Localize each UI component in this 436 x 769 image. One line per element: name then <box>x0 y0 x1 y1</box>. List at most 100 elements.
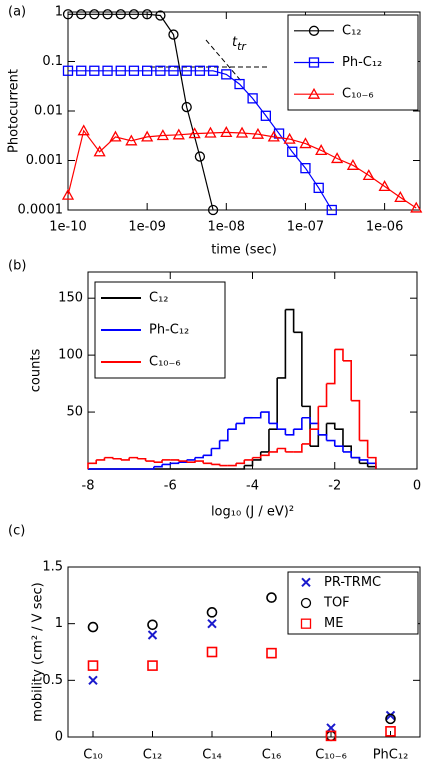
y-tick-label: 1 <box>55 616 63 631</box>
x-tick-label: -2 <box>328 479 341 494</box>
histogram-step <box>310 434 320 448</box>
x-tick-label: 1e-07 <box>287 220 325 235</box>
marker <box>88 675 98 686</box>
marker <box>76 9 87 20</box>
marker <box>287 146 298 157</box>
histogram-step <box>244 459 254 467</box>
legend-label: C₁₂ <box>342 23 362 38</box>
histogram-step <box>277 447 287 452</box>
panel-label: (c) <box>8 524 25 539</box>
legend-box <box>287 571 419 635</box>
histogram-step <box>293 443 303 453</box>
marker <box>301 577 311 588</box>
histogram-step <box>203 448 213 457</box>
marker <box>313 182 324 194</box>
marker <box>362 169 375 181</box>
marker <box>283 132 296 144</box>
marker <box>385 713 396 725</box>
marker <box>260 110 272 121</box>
histogram-step <box>268 422 278 430</box>
marker <box>330 152 344 164</box>
marker <box>168 29 179 40</box>
x-tick-label: 0 <box>413 479 421 494</box>
legend-label: ME <box>324 616 343 631</box>
marker <box>87 621 99 633</box>
annotation: ttr <box>232 35 247 54</box>
x-tick-label: C₁₀₋₆ <box>315 748 347 763</box>
annotation-text: t <box>232 35 238 50</box>
marker <box>89 9 100 20</box>
marker <box>147 630 158 640</box>
histogram-step <box>342 360 352 401</box>
marker <box>385 710 396 721</box>
marker <box>235 126 249 138</box>
panel-label: (a) <box>8 5 26 20</box>
x-tick-label: -6 <box>164 479 177 494</box>
histogram-step <box>260 411 270 424</box>
histogram-step <box>219 429 229 442</box>
histogram-step <box>87 459 98 469</box>
histogram-step <box>318 383 328 408</box>
x-tick-label: C₁₄ <box>202 748 222 763</box>
y-tick-label: 0.001 <box>26 153 63 168</box>
marker <box>207 65 219 76</box>
x-tick-label: C₁₂ <box>143 748 163 763</box>
marker <box>234 78 245 90</box>
marker <box>300 618 312 629</box>
marker <box>128 9 140 20</box>
marker <box>194 151 206 162</box>
legend-label: C₁₀₋₆ <box>149 355 181 370</box>
marker <box>141 130 154 142</box>
marker <box>155 10 166 21</box>
marker <box>267 130 280 142</box>
marker <box>109 130 122 142</box>
marker <box>300 597 312 609</box>
x-tick-label: 1e-09 <box>128 220 166 235</box>
dashed-guide <box>205 39 243 83</box>
histogram-step <box>211 440 221 450</box>
marker <box>87 660 99 671</box>
histogram-step <box>227 423 237 430</box>
marker <box>62 65 74 76</box>
x-axis-label: time (sec) <box>211 243 277 258</box>
histogram-step <box>334 428 344 447</box>
histogram-step <box>367 456 377 469</box>
marker <box>325 730 337 742</box>
marker <box>206 607 218 618</box>
marker <box>206 646 218 658</box>
histogram-step <box>236 465 246 470</box>
y-tick-label: 100 <box>58 348 83 363</box>
histogram-step <box>342 451 352 458</box>
x-axis-label: log₁₀ (J / eV)² <box>211 505 294 520</box>
histogram-step <box>252 412 262 419</box>
histogram-step <box>318 434 328 441</box>
marker <box>102 65 113 76</box>
histogram-step <box>293 417 303 430</box>
marker <box>220 126 233 138</box>
marker <box>125 134 138 146</box>
histogram-step <box>326 439 336 447</box>
marker <box>308 25 320 36</box>
histogram-step <box>334 348 344 361</box>
legend-label: Ph-C₁₂ <box>149 323 189 338</box>
marker <box>207 618 217 629</box>
marker <box>188 127 201 139</box>
histogram-step <box>277 309 287 379</box>
marker <box>266 647 277 659</box>
y-axis-label: counts <box>29 349 44 393</box>
y-axis-label: mobility (cm² / V sec) <box>31 582 46 721</box>
y-tick-label: 0.1 <box>42 54 63 69</box>
plot-frame <box>67 566 421 738</box>
histogram-step <box>293 331 303 407</box>
marker <box>115 9 126 20</box>
histogram-step <box>285 308 295 333</box>
x-tick-label: PhC₁₂ <box>373 748 409 763</box>
histogram-step <box>310 406 320 430</box>
marker <box>308 57 320 68</box>
x-tick-label: -4 <box>246 479 259 494</box>
histogram-step <box>301 429 311 445</box>
y-tick-label: 1 <box>55 5 63 20</box>
marker <box>172 128 185 140</box>
